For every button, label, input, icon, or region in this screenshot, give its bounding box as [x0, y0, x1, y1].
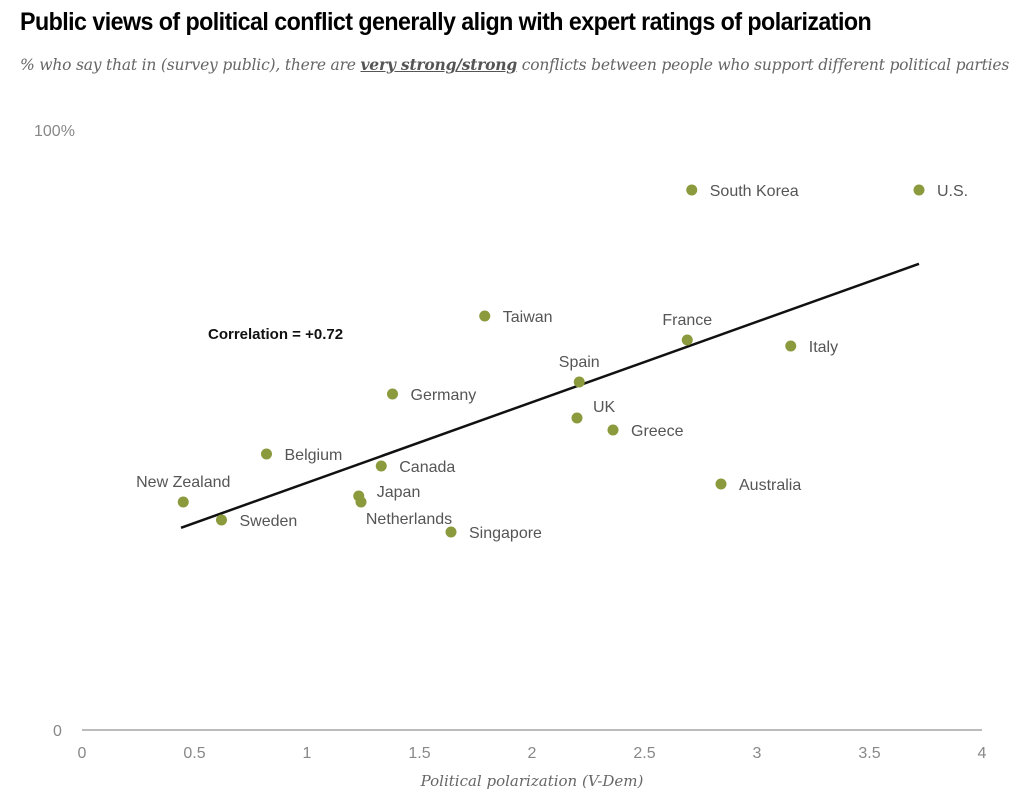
data-point-group: Australia	[715, 477, 801, 494]
trendline	[180, 262, 920, 529]
data-point-label: Japan	[377, 484, 421, 501]
data-point	[479, 310, 491, 322]
y-tick-label: 100%	[34, 123, 75, 140]
data-point	[686, 184, 698, 196]
data-point	[571, 412, 583, 424]
data-point-label: Italy	[809, 339, 838, 356]
x-tick-label: 2.5	[633, 745, 655, 762]
data-point-group: UK	[571, 399, 616, 424]
chart-subtitle: % who say that in (survey public), there…	[20, 52, 1010, 78]
data-point-label: New Zealand	[136, 474, 230, 491]
data-point	[681, 334, 693, 346]
data-point-label: France	[662, 312, 712, 329]
trendline-group	[180, 262, 920, 529]
data-point-label: Greece	[631, 423, 684, 440]
data-point	[216, 514, 227, 526]
x-tick-label: 3.5	[858, 745, 880, 762]
data-point-group: Italy	[785, 339, 838, 356]
subtitle-text-pre: % who say that in (survey public), there…	[20, 56, 361, 74]
data-point-group: Canada	[375, 459, 455, 476]
data-point-label: Belgium	[285, 447, 343, 464]
chart-title: Public views of political conflict gener…	[20, 8, 872, 36]
x-tick-label: 1.5	[408, 745, 430, 762]
data-point-group: Taiwan	[479, 309, 553, 326]
data-point-group: Sweden	[216, 513, 297, 530]
points-group: South Korea U.S. Taiwan France Italy Spain Ger…	[136, 183, 968, 542]
data-point	[913, 184, 925, 196]
data-point-label: U.S.	[937, 183, 968, 200]
subtitle-text-post: conflicts between people who support dif…	[517, 56, 1010, 74]
data-point	[177, 496, 189, 508]
x-tick-label: 3	[753, 745, 762, 762]
data-point-group: France	[662, 312, 712, 346]
data-point	[785, 340, 797, 352]
data-point	[355, 496, 367, 508]
data-point-group: Singapore	[445, 525, 542, 542]
correlation-annotation: Correlation = +0.72	[208, 326, 343, 343]
data-point-label: Germany	[411, 387, 477, 404]
data-point-label: Taiwan	[503, 309, 553, 326]
data-point-group: South Korea	[686, 183, 799, 200]
x-tick-label: 2	[528, 745, 537, 762]
x-tick-label: 4	[978, 745, 987, 762]
data-point-label: Australia	[739, 477, 801, 494]
data-point-group: Greece	[607, 423, 684, 440]
data-point-group: Netherlands	[355, 496, 452, 528]
data-point-group: Belgium	[261, 447, 342, 464]
axes: 0 0.5 1 1.5 2 2.5 3 3.5 4 100% 0 Political polariza…	[34, 123, 987, 790]
data-point-label: UK	[593, 399, 616, 416]
data-point-label: Sweden	[240, 513, 298, 530]
data-point-label: Spain	[559, 354, 600, 371]
data-point-label: South Korea	[710, 183, 799, 200]
data-point-label: Netherlands	[366, 511, 452, 528]
data-point-label: Singapore	[469, 525, 542, 542]
data-point	[375, 460, 387, 472]
annotation-group: Correlation = +0.72	[208, 326, 343, 343]
data-point-group: Germany	[387, 387, 476, 404]
data-point-group: Spain	[559, 354, 600, 388]
x-tick-label: 1	[303, 745, 312, 762]
y-tick-label: 0	[53, 723, 62, 740]
data-point	[261, 448, 272, 460]
data-point	[607, 424, 619, 436]
subtitle-emphasis: very strong/strong	[360, 55, 518, 74]
x-tick-label: 0.5	[183, 745, 205, 762]
data-point-group: U.S.	[913, 183, 968, 200]
data-point	[573, 376, 585, 388]
x-tick-label: 0	[78, 745, 87, 762]
data-point-label: Canada	[399, 459, 455, 476]
data-point	[387, 388, 398, 400]
x-axis-title: Political polarization (V-Dem)	[420, 772, 644, 790]
data-point	[715, 478, 727, 490]
data-point-group: New Zealand	[136, 474, 230, 508]
data-point	[445, 526, 457, 538]
